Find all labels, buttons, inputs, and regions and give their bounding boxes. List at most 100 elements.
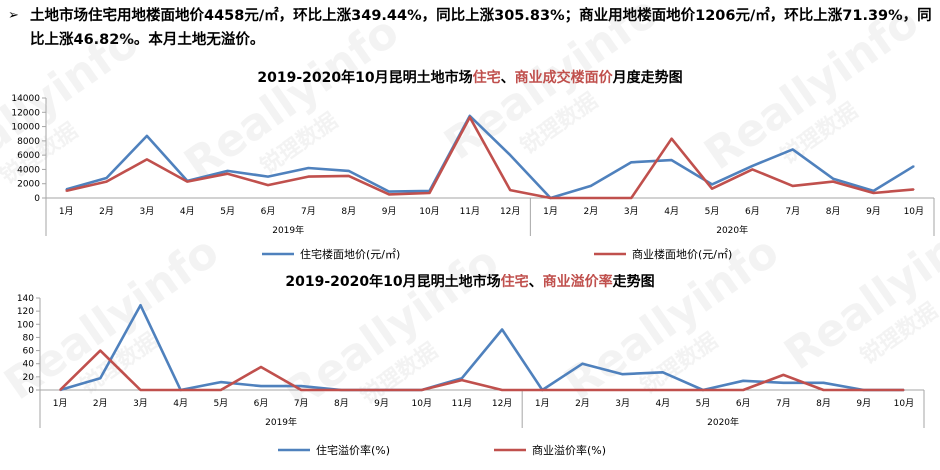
x-tick-label: 2月 [99,206,114,217]
data-point [862,389,865,391]
data-point [711,183,713,186]
data-point [469,116,471,119]
data-point [267,184,269,186]
data-point [621,389,624,391]
data-point [388,190,390,193]
x-tick-label: 8月 [341,206,356,217]
data-point [872,192,875,194]
data-point [420,389,423,391]
legend-label: 住宅楼面地价(元/㎡) [300,247,400,261]
data-point [300,385,302,387]
x-tick-label: 9月 [866,206,881,217]
x-tick-label: 12月 [492,398,512,409]
data-point [307,175,310,178]
y-tick-label: 8000 [17,137,40,147]
data-point [791,185,794,187]
x-tick-label: 10月 [412,398,432,409]
chart-title-part: 住宅 [501,274,529,290]
x-tick-label: 8月 [816,398,831,409]
x-tick-label: 5月 [705,206,720,217]
legend-label: 住宅溢价率(%) [316,443,390,457]
data-point [388,193,390,196]
x-tick-label: 3月 [133,398,148,409]
x-tick-label: 10月 [904,206,924,217]
data-point [501,328,503,331]
data-point [670,137,673,140]
data-point [186,180,189,183]
y-tick-label: 60 [23,347,35,357]
data-point [260,366,262,368]
x-tick-label: 2月 [93,398,108,409]
x-tick-label: 1月 [53,398,68,409]
premium-rate-chart: 2019-2020年10月昆明土地市场住宅、商业溢价率走势图 0 20 40 60 80 1… [17,274,925,457]
y-tick-label: 2000 [17,180,40,190]
data-point [226,172,229,175]
x-tick-label: 7月 [785,206,800,217]
group-label: 2019年 [265,416,297,428]
data-point [791,148,794,151]
bullet-arrow-icon: ➢ [8,8,19,23]
data-point [590,197,592,199]
data-point [832,180,834,183]
data-point [913,188,915,191]
data-point [782,381,785,384]
data-point [99,349,102,352]
x-tick-label: 10月 [894,398,914,409]
data-point [590,185,592,187]
series-line-2 [59,349,904,392]
summary-text: 土地市场住宅用地楼面地价4458元/㎡，环比上涨349.44%，同比上涨305.… [30,8,932,48]
chart-title: 2019-2020年10月昆明土地市场住宅、商业成交楼面价月度走势图 [257,69,682,86]
x-tick-label: 5月 [220,206,235,217]
summary-bullet: ➢ 土地市场住宅用地楼面地价4458元/㎡，环比上涨349.44%，同比上涨30… [8,4,934,52]
data-point [220,389,222,391]
chart-title-part: 2019-2020年10月昆明土地市场 [285,274,500,290]
data-point [913,165,915,167]
x-tick-label: 4月 [655,398,670,409]
data-point [380,389,383,391]
data-point [307,167,310,169]
x-tick-label: 3月 [615,398,630,409]
data-point [300,389,302,391]
data-point [461,377,463,379]
x-tick-label: 1月 [59,206,74,217]
data-point [581,389,584,391]
chart-title: 2019-2020年10月昆明土地市场住宅、商业溢价率走势图 [285,274,654,290]
group-label: 2019年 [272,224,304,236]
x-tick-label: 8月 [334,398,349,409]
data-point [549,197,552,199]
x-tick-label: 11月 [460,206,480,217]
chart-title-part: 商业成交楼面价 [515,69,614,86]
data-point [139,304,142,307]
y-tick-label: 12000 [11,108,40,118]
data-point [139,389,142,391]
x-tick-label: 4月 [173,398,188,409]
data-point [702,389,704,391]
data-point [509,189,511,191]
group-label: 2020年 [707,416,739,428]
y-tick-label: 14000 [11,94,40,104]
y-tick-label: 120 [17,307,34,317]
data-point [832,177,834,180]
data-point [630,161,633,164]
y-tick-label: 4000 [17,165,40,175]
x-tick-label: 1月 [535,398,550,409]
data-point [179,389,182,391]
y-tick-label: 6000 [17,151,40,161]
y-tick-label: 100 [17,320,34,330]
y-tick-label: 40 [23,360,35,370]
x-tick-label: 10月 [419,206,439,217]
y-tick-label: 10000 [11,123,40,133]
data-point [146,135,148,137]
data-point [742,389,744,391]
data-point [347,175,350,177]
x-tick-label: 2月 [584,206,599,217]
data-point [146,158,148,161]
data-point [65,190,67,192]
y-tick-label: 20 [23,373,35,383]
data-point [541,389,544,391]
x-tick-label: 7月 [294,398,309,409]
y-tick-label: 0 [34,194,40,204]
data-point [226,170,229,172]
data-point [461,379,463,381]
data-point [428,192,431,194]
